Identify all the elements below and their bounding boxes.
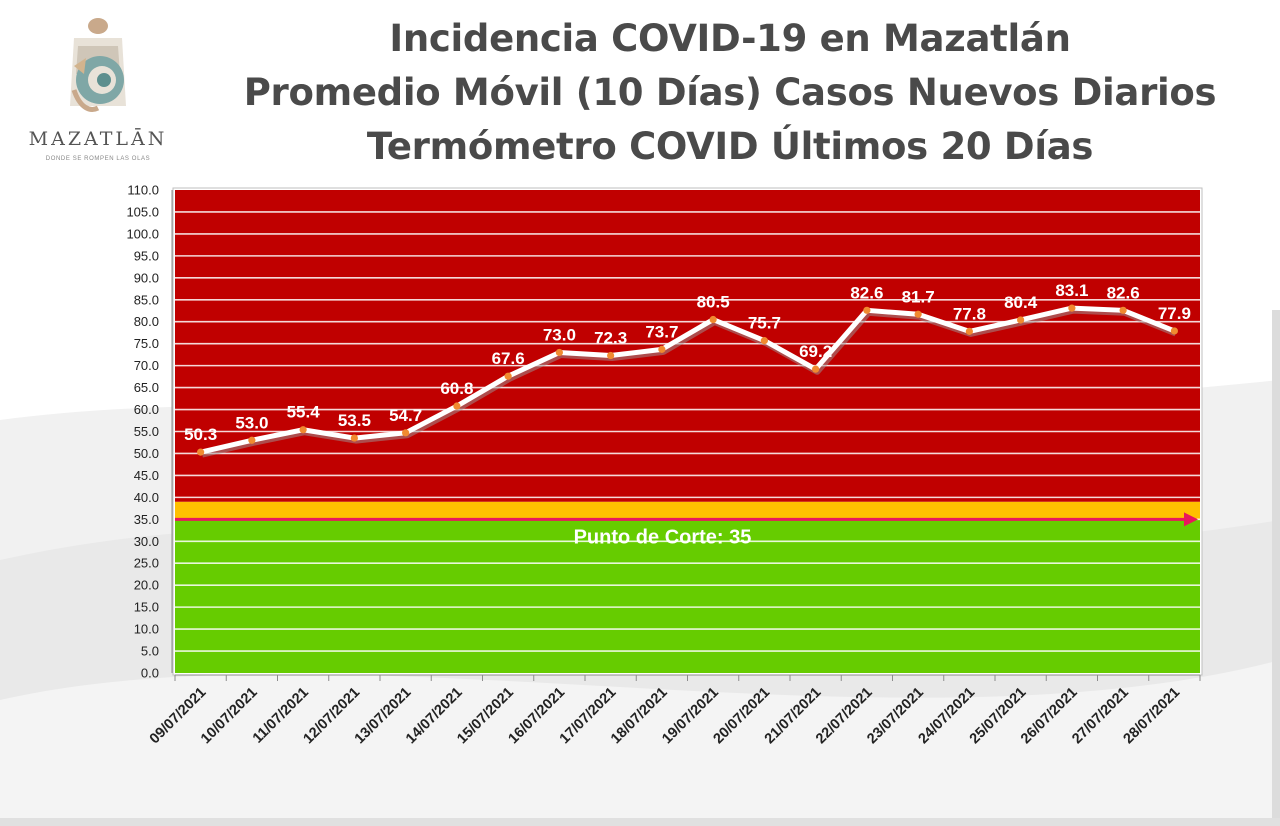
y-tick-label: 15.0	[134, 600, 159, 615]
y-tick-label: 85.0	[134, 292, 159, 307]
chart-title: Incidencia COVID-19 en Mazatlán Promedio…	[230, 12, 1230, 174]
y-tick-label: 5.0	[141, 644, 159, 659]
data-label: 73.0	[543, 325, 576, 344]
y-tick-label: 110.0	[127, 183, 159, 198]
mazatlan-emblem-icon	[70, 18, 126, 112]
data-label: 83.1	[1055, 281, 1088, 300]
data-label: 80.4	[1004, 293, 1038, 312]
y-tick-label: 40.0	[134, 490, 159, 505]
data-point	[555, 348, 563, 357]
data-label: 81.7	[902, 287, 935, 306]
y-tick-label: 50.0	[134, 446, 159, 461]
y-tick-label: 105.0	[126, 204, 159, 219]
data-point	[914, 310, 922, 318]
data-label: 67.6	[492, 349, 525, 368]
threshold-arrow-icon	[1184, 512, 1198, 527]
series-line	[200, 305, 1176, 455]
y-tick-label: 20.0	[134, 578, 159, 593]
y-tick-label: 65.0	[134, 380, 159, 395]
data-point	[197, 448, 205, 456]
y-tick-label: 90.0	[134, 270, 159, 285]
zone-green	[175, 519, 1200, 673]
title-line-2: Promedio Móvil (10 Días) Casos Nuevos Di…	[243, 71, 1217, 114]
title-line-3: Termómetro COVID Últimos 20 Días	[366, 125, 1094, 168]
logo-tagline: DONDE SE ROMPEN LAS OLAS	[45, 156, 151, 162]
y-tick-label: 60.0	[134, 402, 159, 417]
data-point	[607, 351, 615, 360]
logo-wordmark: MAZATLĀN	[28, 128, 168, 150]
data-label: 69.2	[799, 342, 832, 361]
zone-red	[175, 190, 1200, 502]
y-tick-label: 80.0	[134, 314, 159, 329]
y-tick-label: 35.0	[134, 512, 159, 527]
y-tick-label: 55.0	[134, 424, 159, 439]
data-label: 54.7	[389, 406, 422, 425]
y-tick-label: 75.0	[134, 336, 159, 351]
data-label: 77.9	[1158, 304, 1191, 323]
data-label: 77.8	[953, 304, 986, 323]
y-tick-label: 45.0	[134, 468, 159, 483]
data-point	[965, 327, 973, 335]
data-label: 75.7	[748, 314, 781, 333]
data-point	[760, 337, 768, 345]
y-tick-label: 95.0	[134, 248, 159, 263]
data-label: 50.3	[184, 425, 217, 444]
data-label: 80.5	[697, 293, 730, 312]
data-point	[1170, 327, 1178, 335]
data-point	[1119, 306, 1127, 314]
y-tick-label: 30.0	[134, 534, 159, 549]
y-tick-label: 25.0	[134, 556, 159, 571]
data-point	[863, 306, 871, 314]
data-label: 55.4	[287, 403, 321, 422]
data-point	[504, 372, 512, 380]
data-label: 73.7	[645, 322, 678, 341]
data-point	[1068, 304, 1076, 312]
title-line-1: Incidencia COVID-19 en Mazatlán	[389, 17, 1071, 60]
y-tick-label: 100.0	[126, 226, 159, 241]
data-point	[812, 365, 820, 373]
zone-yellow	[175, 501, 1200, 520]
data-label: 72.3	[594, 329, 627, 348]
threshold-label: Punto de Corte: 35	[574, 526, 752, 548]
data-point	[709, 315, 717, 324]
data-point	[350, 434, 358, 442]
data-label: 53.0	[235, 413, 268, 432]
y-tick-label: 0.0	[141, 666, 159, 681]
data-label: 82.6	[1107, 283, 1140, 302]
data-point	[1017, 316, 1025, 324]
y-tick-label: 10.0	[134, 622, 159, 637]
data-label: 53.5	[338, 411, 371, 430]
mazatlan-logo: MAZATLĀN DONDE SE ROMPEN LAS OLAS	[18, 16, 178, 176]
data-point	[453, 402, 461, 410]
data-label: 60.8	[440, 379, 473, 398]
data-label: 82.6	[850, 283, 883, 302]
data-point	[658, 345, 666, 353]
data-point	[402, 429, 410, 437]
data-point	[299, 426, 307, 434]
data-point	[248, 436, 256, 444]
y-tick-label: 70.0	[134, 358, 159, 373]
